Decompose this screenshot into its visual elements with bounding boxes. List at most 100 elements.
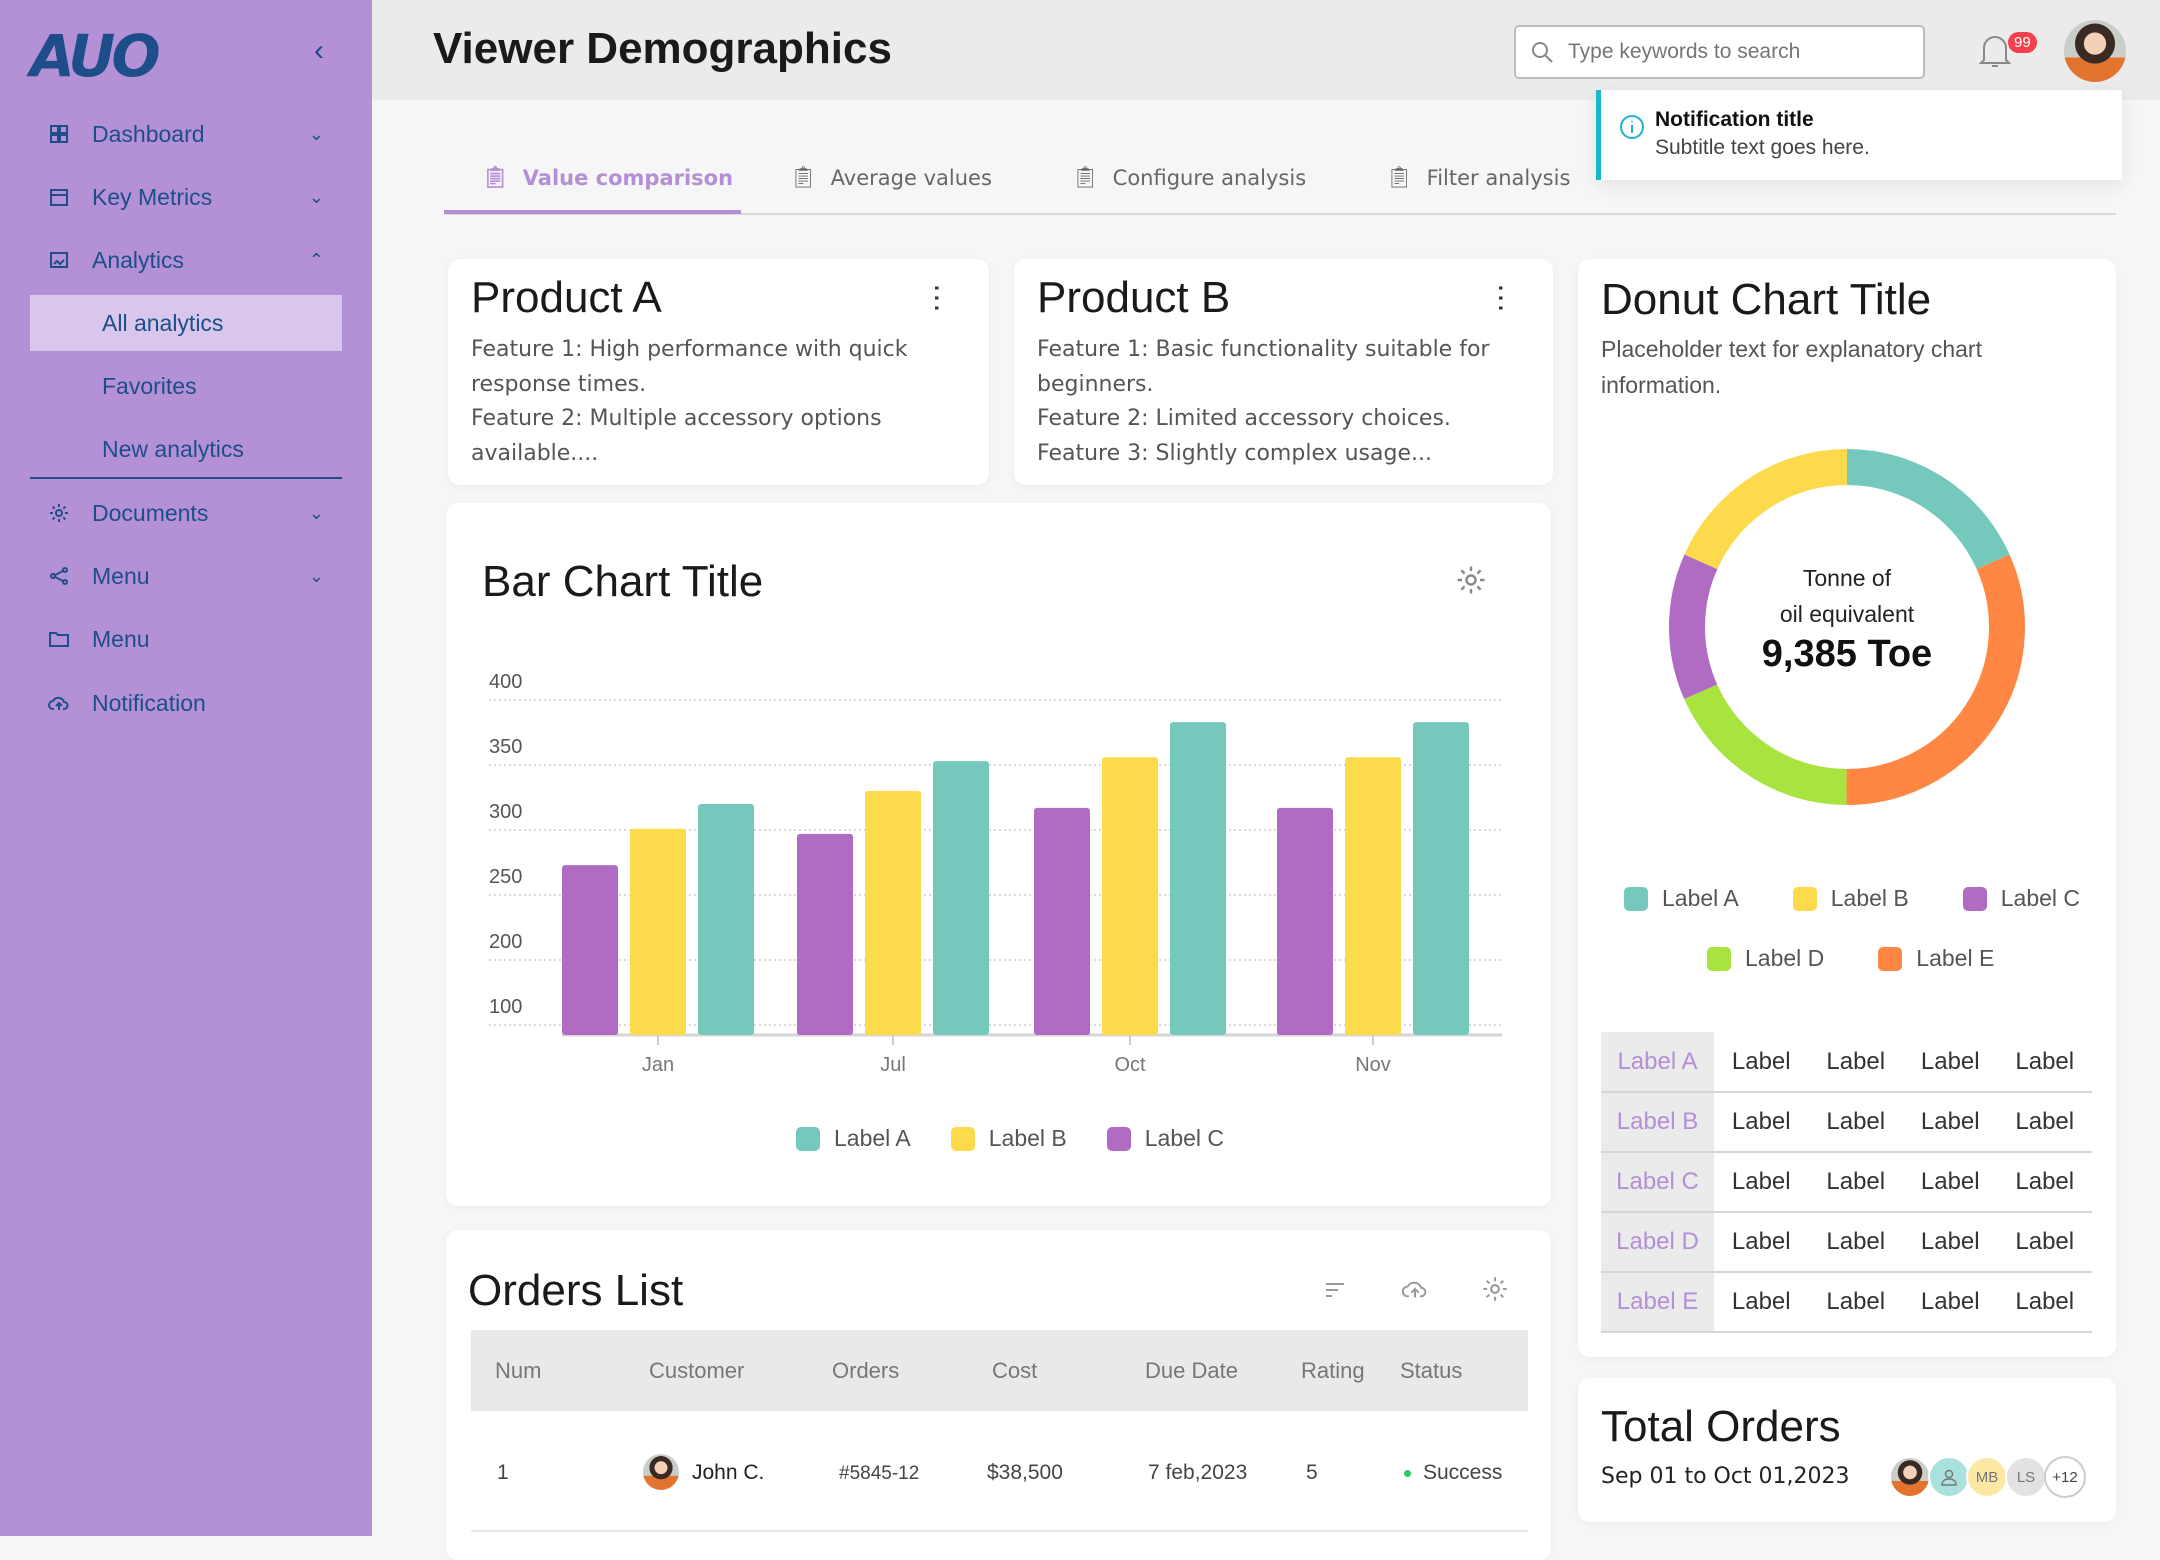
avatar[interactable]: MB: [1966, 1456, 2008, 1498]
tab-label: Filter analysis: [1426, 165, 1571, 190]
y-tick-label: 250: [489, 866, 522, 888]
column-header[interactable]: Num: [495, 1358, 542, 1383]
notification-subtitle: Subtitle text goes here.: [1655, 136, 1870, 159]
donut-slice-label-a: [1846, 449, 2010, 570]
total-orders-range: Sep 01 to Oct 01,2023: [1601, 1464, 1850, 1489]
row-divider: [471, 1530, 1528, 1532]
cell-customer: John C.: [692, 1461, 765, 1484]
table-cell: Label: [1903, 1152, 1998, 1213]
tab-filter-analysis[interactable]: 📋︎ Filter analysis: [1386, 165, 1570, 190]
donut-slice-label-c: [1669, 554, 1718, 700]
search-input[interactable]: [1568, 40, 1908, 64]
bar-chart: 400 350 300 250 200 100 Jan Jul Oct Nov: [489, 671, 1502, 1076]
bell-icon[interactable]: [1978, 32, 2012, 70]
legend-item-e[interactable]: Label E: [1878, 945, 1994, 972]
column-header[interactable]: Orders: [832, 1358, 900, 1383]
notification-badge: 99: [2008, 32, 2037, 53]
legend-item-c[interactable]: Label C: [1106, 1125, 1224, 1152]
legend-item-a[interactable]: Label A: [796, 1125, 911, 1152]
product-description: Feature 1: Basic functionality suitable …: [1037, 333, 1497, 471]
more-avatars-count[interactable]: +12: [2044, 1456, 2086, 1498]
avatar[interactable]: LS: [2005, 1456, 2047, 1498]
more-options-icon[interactable]: ⋯: [920, 283, 953, 313]
legend-label: Label E: [1916, 945, 1995, 971]
sidebar-item-all-analytics[interactable]: All analytics: [30, 295, 342, 351]
page-title: Viewer Demographics: [433, 24, 892, 73]
avatar-user-icon[interactable]: [1928, 1456, 1970, 1498]
legend-item-c[interactable]: Label C: [1962, 885, 2080, 912]
table-cell: Label: [1903, 1272, 1998, 1333]
sidebar-item-label: All analytics: [102, 309, 224, 336]
bar-chart-legend: Label A Label B Label C: [796, 1125, 1224, 1152]
donut-slice-label-e: [1846, 554, 2025, 805]
tab-bar: 📋︎ Value comparison 📋︎ Average values 📋︎ Co…: [444, 155, 2116, 215]
cell-rating: 5: [1306, 1461, 1318, 1484]
sidebar-item-label: Menu: [92, 562, 150, 589]
legend-item-b[interactable]: Label B: [950, 1125, 1067, 1152]
table-cell: Label: [1714, 1272, 1809, 1333]
x-tick-label: Oct: [1114, 1054, 1146, 1076]
product-description: Feature 1: High performance with quick r…: [471, 333, 931, 471]
avatar[interactable]: [1889, 1456, 1931, 1498]
gear-icon[interactable]: [1482, 1276, 1508, 1302]
legend-label: Label D: [1745, 945, 1825, 971]
notification-toast[interactable]: Notification title Subtitle text goes he…: [1596, 90, 2122, 180]
cloud-upload-icon[interactable]: [1401, 1278, 1429, 1300]
legend-label: Label B: [1830, 885, 1909, 911]
legend-item-d[interactable]: Label D: [1707, 945, 1824, 972]
chevron-down-icon: ⌄: [308, 186, 324, 207]
collapse-sidebar-button[interactable]: ‹: [314, 34, 324, 67]
table-cell: Label: [1808, 1212, 1903, 1273]
feature-line: Feature 1: High performance with quick r…: [471, 337, 908, 397]
table-cell: Label: [1997, 1032, 2092, 1093]
donut-legend-row-2: Label D Label E: [1707, 945, 1994, 972]
bar-label-a-jan: [698, 804, 754, 1035]
table-cell: Label: [1997, 1272, 2092, 1333]
sidebar: AUO ‹ Dashboard ⌄ Key Metrics ⌄ Analytic…: [0, 0, 372, 1536]
x-tick-label: Jul: [880, 1054, 906, 1076]
legend-item-a[interactable]: Label A: [1624, 885, 1739, 912]
calendar-icon: [48, 186, 70, 208]
donut-chart-subtitle: Placeholder text for explanatory chart i…: [1601, 336, 1982, 398]
table-cell: Label: [1714, 1092, 1809, 1153]
column-header[interactable]: Cost: [992, 1358, 1038, 1383]
table-cell: Label: [1903, 1212, 1998, 1273]
sidebar-item-favorites[interactable]: Favorites: [30, 358, 342, 414]
user-avatar[interactable]: [2064, 20, 2126, 82]
sidebar-item-analytics[interactable]: Analytics ⌃: [30, 232, 342, 288]
sidebar-item-documents[interactable]: Documents ⌄: [30, 485, 342, 541]
sidebar-item-label: Key Metrics: [92, 183, 213, 210]
tab-configure-analysis[interactable]: 📋︎ Configure analysis: [1072, 165, 1306, 190]
table-cell: Label: [1997, 1212, 2092, 1273]
search-box[interactable]: [1514, 25, 1925, 79]
total-orders-card: Total Orders Sep 01 to Oct 01,2023: [1578, 1378, 2116, 1522]
notification-title: Notification title: [1655, 108, 1814, 131]
legend-item-b[interactable]: Label B: [1792, 885, 1909, 912]
tab-value-comparison[interactable]: 📋︎ Value comparison: [482, 165, 733, 190]
sidebar-item-notification[interactable]: Notification: [30, 675, 342, 731]
sidebar-item-key-metrics[interactable]: Key Metrics ⌄: [30, 169, 342, 225]
column-header[interactable]: Customer: [649, 1358, 745, 1383]
sidebar-item-menu[interactable]: Menu ⌄: [30, 548, 342, 604]
gear-icon[interactable]: [1456, 565, 1486, 595]
column-header[interactable]: Rating: [1301, 1358, 1365, 1383]
x-tick-label: Nov: [1355, 1054, 1391, 1076]
table-cell: Label: [1808, 1032, 1903, 1093]
table-cell: Label: [1714, 1032, 1809, 1093]
sidebar-item-dashboard[interactable]: Dashboard ⌄: [30, 106, 342, 162]
tab-average-values[interactable]: 📋︎ Average values: [790, 165, 992, 190]
table-row: Label A Label Label Label Label: [1601, 1032, 2092, 1093]
clipboard-icon: 📋︎: [790, 165, 817, 189]
sort-icon[interactable]: [1324, 1280, 1346, 1300]
tab-label: Average values: [830, 165, 992, 190]
product-title: Product A: [471, 273, 662, 322]
sidebar-item-menu-folder[interactable]: Menu: [30, 611, 342, 667]
column-header[interactable]: Due Date: [1145, 1358, 1238, 1383]
column-header[interactable]: Status: [1400, 1358, 1463, 1383]
more-options-icon[interactable]: ⋯: [1484, 283, 1517, 313]
bar-chart-card: Bar Chart Title 400 350 300 250 200 100 Jan Jul…: [446, 503, 1551, 1206]
sidebar-item-new-analytics[interactable]: New analytics: [30, 421, 342, 477]
table-cell: Label: [1714, 1152, 1809, 1213]
bar-label-b-oct: [1102, 757, 1158, 1035]
grid-icon: [48, 123, 70, 145]
